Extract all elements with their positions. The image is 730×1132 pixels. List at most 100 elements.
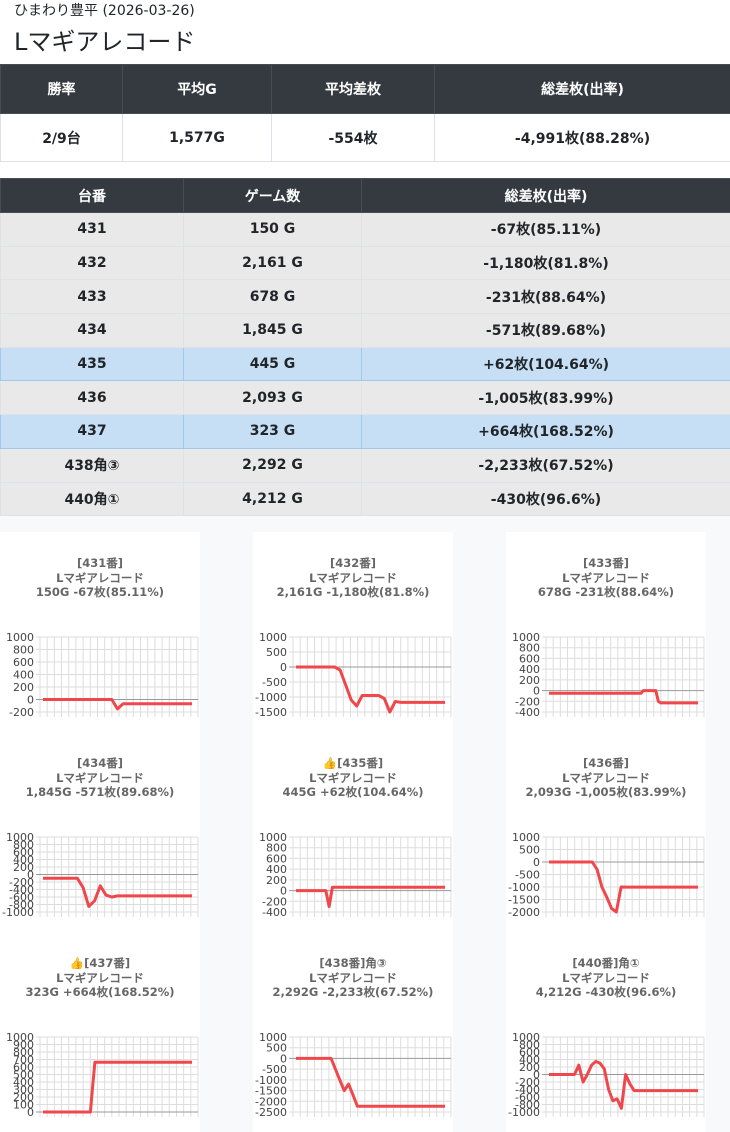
chart-subtitle: Lマギアレコード [56,970,144,985]
y-tick-label: -400 [262,906,287,919]
machine-no-cell: 438角③ [0,447,184,483]
y-tick-label: 200 [519,674,540,687]
games-cell: 323 G [183,414,362,449]
series-line [43,1060,192,1114]
y-tick-label: -400 [515,1084,540,1097]
diff-cell: -67枚(85.11%) [361,212,730,247]
y-tick-label: 200 [13,681,34,694]
machine-chart-card: 👍[437番] Lマギアレコード 323G +664枚(168.52%) 1000 90… [0,932,200,1132]
machine-no-cell: 433 [0,279,184,315]
chart-subtitle: Lマギアレコード [309,970,397,985]
y-tick-label: 1000 [259,632,287,644]
y-tick-label: -1000 [508,1106,540,1119]
chart-subtitle: Lマギアレコード [309,570,397,585]
chart-stats: 2,292G -2,233枚(67.52%) [272,985,434,999]
y-tick-label: 1000 [512,832,540,844]
y-tick-label: 500 [266,646,287,659]
y-tick-label: -2000 [508,906,540,919]
table-row: 434 1,845 G -571枚(89.68%) [0,313,730,348]
chart-title: [433番] [582,556,630,570]
diff-cell: +62枚(104.64%) [361,346,730,382]
y-tick-label: 500 [519,844,540,857]
chart-caption: 👍[435番] Lマギアレコード 445G +62枚(104.64%) [253,756,453,800]
y-tick-label: -600 [515,1091,540,1104]
machine-no-cell: 434 [0,313,184,348]
y-tick-label: 400 [13,1076,34,1089]
chart-stats: 323G +664枚(168.52%) [25,985,175,999]
table-row: 433 678 G -231枚(88.64%) [0,279,730,315]
y-tick-label: 900 [13,1039,34,1052]
series-line [549,860,698,914]
games-cell: 678 G [183,279,362,315]
header-total-diff: 総差枚(出率) [434,64,730,114]
y-tick-label: 500 [266,1042,287,1055]
chart-stats: 1,845G -571枚(89.68%) [25,785,175,799]
y-tick-label: 800 [13,839,34,852]
machine-chart-card: [440番]角① Lマギアレコード 4,212G -430枚(96.6%) 1000 8… [506,932,706,1132]
y-tick-label: 800 [519,642,540,655]
chart-stats: 678G -231枚(88.64%) [537,585,675,599]
chart-title: 👍[437番] [69,956,131,970]
machines-table: 台番 ゲーム数 総差枚(出率) 431 150 G -67枚(85.11%) 432 2… [0,178,730,517]
table-row: 431 150 G -67枚(85.11%) [0,212,730,247]
y-tick-label: 0 [280,885,287,898]
y-tick-label: 0 [280,1052,287,1065]
y-tick-label: 600 [13,1061,34,1074]
diff-cell: -2,233枚(67.52%) [361,447,730,483]
chart-stats: 445G +62枚(104.64%) [282,785,424,799]
y-tick-label: -400 [9,884,34,897]
y-tick-label: 1000 [259,1032,287,1044]
y-tick-label: -1500 [255,1085,287,1098]
y-tick-label: 1000 [259,832,287,844]
y-tick-label: 1000 [6,632,34,644]
y-tick-label: 200 [266,874,287,887]
y-tick-label: 400 [519,1054,540,1067]
y-tick-label: -200 [515,1076,540,1089]
header-avg-diff: 平均差枚 [271,64,435,114]
chart-title: [440番]角① [572,956,640,970]
chart-stats: 2,161G -1,180枚(81.8%) [276,585,430,599]
machine-no-cell: 432 [0,245,184,281]
store-date-subtitle: ひまわり豊平 (2026-03-26) [14,3,195,19]
y-tick-label: -500 [262,676,287,689]
chart-title: [434番] [76,756,124,770]
y-tick-label: 0 [27,694,34,707]
y-tick-label: 400 [266,863,287,876]
chart-title: [438番]角③ [319,956,387,970]
y-tick-label: 0 [533,1069,540,1082]
y-tick-label: -200 [515,695,540,708]
y-tick-label: 800 [13,644,34,657]
machine-chart-card: [433番] Lマギアレコード 678G -231枚(88.64%) 1000 800 6… [506,532,706,732]
y-tick-label: 0 [27,869,34,882]
chart-title: [436番] [582,756,630,770]
y-tick-label: -1000 [508,881,540,894]
y-tick-label: 0 [280,661,287,674]
machine-chart-card: [431番] Lマギアレコード 150G -67枚(85.11%) 1000 800 60… [0,532,200,732]
y-tick-label: 600 [519,652,540,665]
header-machine-no: 台番 [0,178,184,213]
y-tick-label: -1000 [255,1074,287,1087]
games-cell: 1,845 G [183,313,362,348]
machine-chart-card: [434番] Lマギアレコード 1,845G -571枚(89.68%) 1000 80… [0,732,200,932]
chart-subtitle: Lマギアレコード [56,570,144,585]
y-tick-label: -500 [515,869,540,882]
games-cell: 2,093 G [183,380,362,416]
y-tick-label: -800 [515,1099,540,1112]
chart-subtitle: Lマギアレコード [562,570,650,585]
chart-stats: 2,093G -1,005枚(83.99%) [525,785,687,799]
games-cell: 2,292 G [183,447,362,483]
header-win-rate: 勝率 [0,64,123,114]
y-tick-label: 300 [13,1084,34,1097]
y-tick-label: -200 [9,706,34,719]
machine-no-cell: 437 [0,414,184,449]
y-tick-label: 1000 [512,632,540,644]
series-line [549,1059,698,1110]
table-row: 435 445 G +62枚(104.64%) [0,346,730,382]
table-row: 432 2,161 G -1,180枚(81.8%) [0,245,730,281]
